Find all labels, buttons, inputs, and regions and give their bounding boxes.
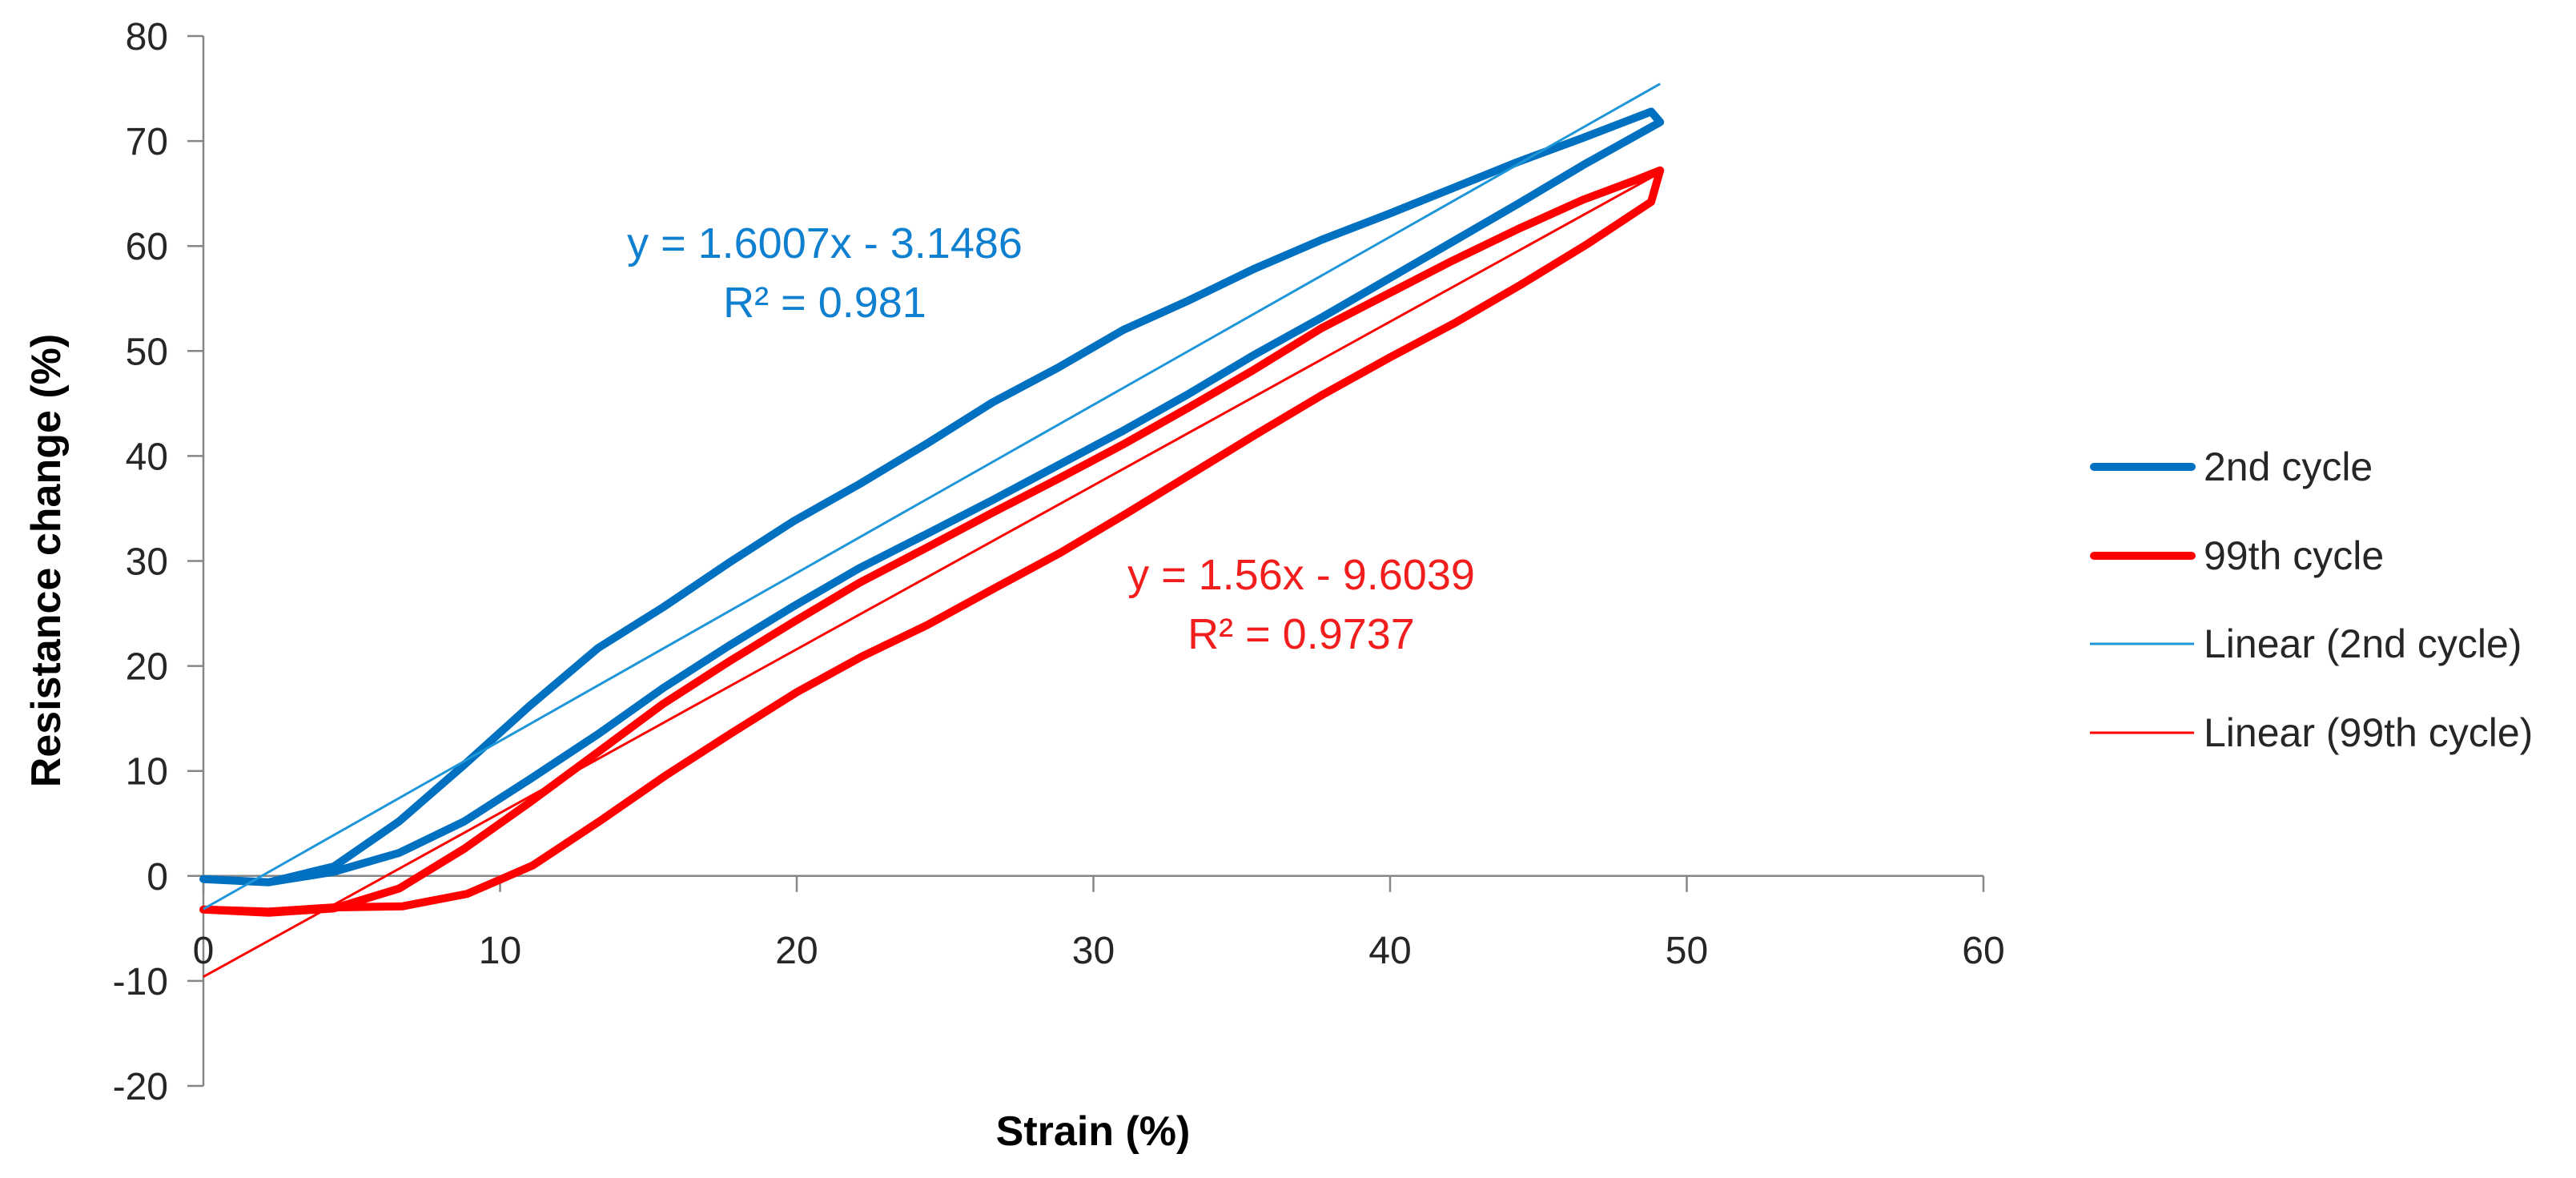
y-tick-label: -10 [113,961,168,1003]
legend-item-99th-cycle: 99th cycle [2090,533,2384,578]
y-tick-label: 0 [147,856,168,899]
x-tick-label: 50 [1666,930,1708,972]
trendline-99th-cycle-r-squared: R² = 0.9737 [1188,610,1415,658]
legend: 2nd cycle 99th cycle Linear (2nd cycle) … [2090,444,2533,755]
y-tick-label: -20 [113,1066,168,1108]
legend-label-linear-2nd-cycle: Linear (2nd cycle) [2204,621,2522,666]
x-axis-title: Strain (%) [996,1108,1191,1155]
legend-label-linear-99th-cycle: Linear (99th cycle) [2204,710,2533,755]
y-tick-label: 50 [126,331,168,373]
trendline-group [203,82,1661,979]
trendline-linear-99th-cycle [203,171,1661,979]
trendline-2nd-cycle-r-squared: R² = 0.981 [723,279,926,327]
legend-label-99th-cycle: 99th cycle [2204,533,2384,578]
x-tick-label: 60 [1962,930,2004,972]
ticks: -20 -10 0 10 20 30 40 50 60 70 80 0 10 20 30 40 50 60 [113,16,2005,1108]
series-group [199,107,1665,917]
y-tick-label: 10 [126,751,168,794]
y-tick-label: 40 [126,436,168,478]
trendline-2nd-cycle-equation: y = 1.6007x - 3.1486 [627,219,1023,267]
trendline-linear-2nd-cycle [203,82,1661,911]
legend-item-linear-2nd-cycle: Linear (2nd cycle) [2090,621,2522,666]
y-tick-label: 30 [126,541,168,584]
x-tick-label: 0 [193,930,215,972]
legend-item-linear-99th-cycle: Linear (99th cycle) [2090,710,2533,755]
series-2nd-cycle-line [199,107,1665,887]
y-tick-label: 60 [126,226,168,268]
x-tick-label: 30 [1072,930,1115,972]
y-tick-label: 20 [126,646,168,689]
x-tick-label: 10 [479,930,521,972]
annotations: y = 1.6007x - 3.1486 R² = 0.981 y = 1.56… [627,219,1475,658]
x-tick-label: 20 [775,930,818,972]
legend-label-2nd-cycle: 2nd cycle [2204,444,2373,489]
trendline-99th-cycle-equation: y = 1.56x - 9.6039 [1127,551,1475,599]
y-axis-title: Resistance change (%) [23,334,70,787]
legend-item-2nd-cycle: 2nd cycle [2090,444,2373,489]
series-99th-cycle-line [199,166,1665,917]
y-tick-label: 70 [126,121,168,163]
x-tick-label: 40 [1368,930,1411,972]
y-tick-label: 80 [126,16,168,58]
